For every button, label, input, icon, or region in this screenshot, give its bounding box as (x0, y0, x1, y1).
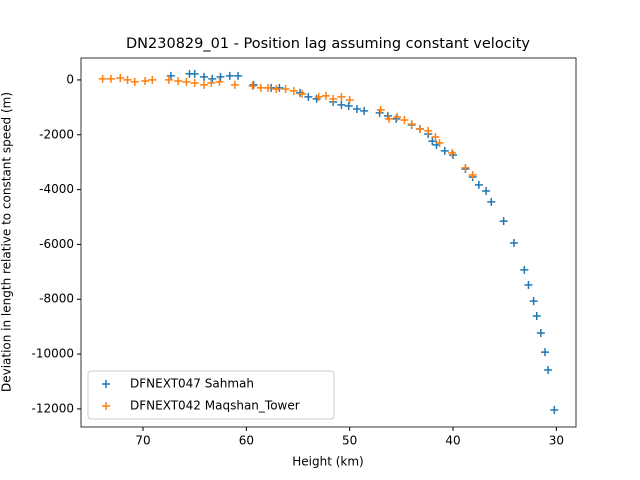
point (208, 74, 217, 83)
point (174, 77, 183, 86)
point (304, 92, 313, 101)
y-tick-label: -2000 (39, 127, 74, 141)
point (468, 171, 477, 180)
point (550, 406, 559, 415)
point (337, 100, 346, 109)
point (148, 75, 157, 84)
point (106, 74, 115, 83)
point (536, 328, 545, 337)
point (345, 95, 354, 104)
point (225, 71, 234, 80)
point (234, 71, 243, 80)
legend-marker (102, 380, 110, 388)
legend-label: DFNEXT042 Maqshan_Tower (130, 399, 300, 413)
point (428, 137, 437, 146)
point (529, 297, 538, 306)
point (248, 81, 257, 90)
point (141, 77, 150, 86)
point (440, 146, 449, 155)
y-tick-label: 0 (66, 72, 74, 86)
y-tick-label: -10000 (31, 347, 74, 361)
point (264, 83, 273, 92)
legend-box (87, 370, 335, 420)
point (130, 77, 139, 86)
y-tick-label: -12000 (31, 401, 74, 415)
point (487, 197, 496, 206)
point (98, 74, 107, 83)
point (474, 180, 483, 189)
point (164, 75, 173, 84)
y-tick-label: -8000 (39, 292, 74, 306)
point (249, 80, 258, 89)
point (352, 104, 361, 113)
chart-title: DN230829_01 - Position lag assuming cons… (126, 36, 530, 52)
plot-frame (80, 57, 577, 428)
point (298, 89, 307, 98)
point (344, 101, 353, 110)
point (116, 74, 125, 83)
point (520, 265, 529, 274)
point (314, 92, 323, 101)
x-tick-label: 70 (135, 434, 150, 448)
point (215, 77, 224, 86)
point (415, 125, 424, 134)
legend-marker (102, 402, 110, 410)
x-tick-label: 50 (342, 434, 357, 448)
point (182, 77, 191, 86)
point (199, 80, 208, 89)
point (431, 132, 440, 141)
point (190, 78, 199, 87)
x-tick-label: 60 (239, 434, 254, 448)
point (337, 92, 346, 101)
point (393, 112, 402, 121)
point (435, 138, 444, 147)
point (321, 91, 330, 100)
point (532, 311, 541, 320)
point (376, 105, 385, 114)
point (544, 365, 553, 374)
point (400, 115, 409, 124)
point (360, 106, 369, 115)
point (384, 114, 393, 123)
point (207, 78, 216, 87)
point (329, 94, 338, 103)
point (230, 80, 239, 89)
x-tick-label: 30 (549, 434, 564, 448)
point (289, 86, 298, 95)
y-axis-label: Deviation in length relative to constant… (0, 92, 14, 392)
point (461, 163, 470, 172)
point (499, 217, 508, 226)
y-tick-label: -6000 (39, 237, 74, 251)
point (509, 239, 518, 248)
point (216, 72, 225, 81)
point (524, 280, 533, 289)
x-tick-label: 40 (445, 434, 460, 448)
point (123, 75, 132, 84)
point (281, 84, 290, 93)
point (199, 72, 208, 81)
x-axis-label: Height (km) (292, 455, 363, 469)
legend-label: DFNEXT047 Sahmah (130, 377, 254, 391)
point (482, 186, 491, 195)
legend: DFNEXT047 Sahmah DFNEXT042 Maqshan_Tower (87, 370, 335, 420)
point (447, 148, 456, 157)
y-tick-label: -4000 (39, 182, 74, 196)
point (407, 120, 416, 129)
point (424, 126, 433, 135)
point (540, 348, 549, 357)
point (272, 84, 281, 93)
point (190, 69, 199, 78)
point (256, 83, 265, 92)
point (166, 71, 175, 80)
